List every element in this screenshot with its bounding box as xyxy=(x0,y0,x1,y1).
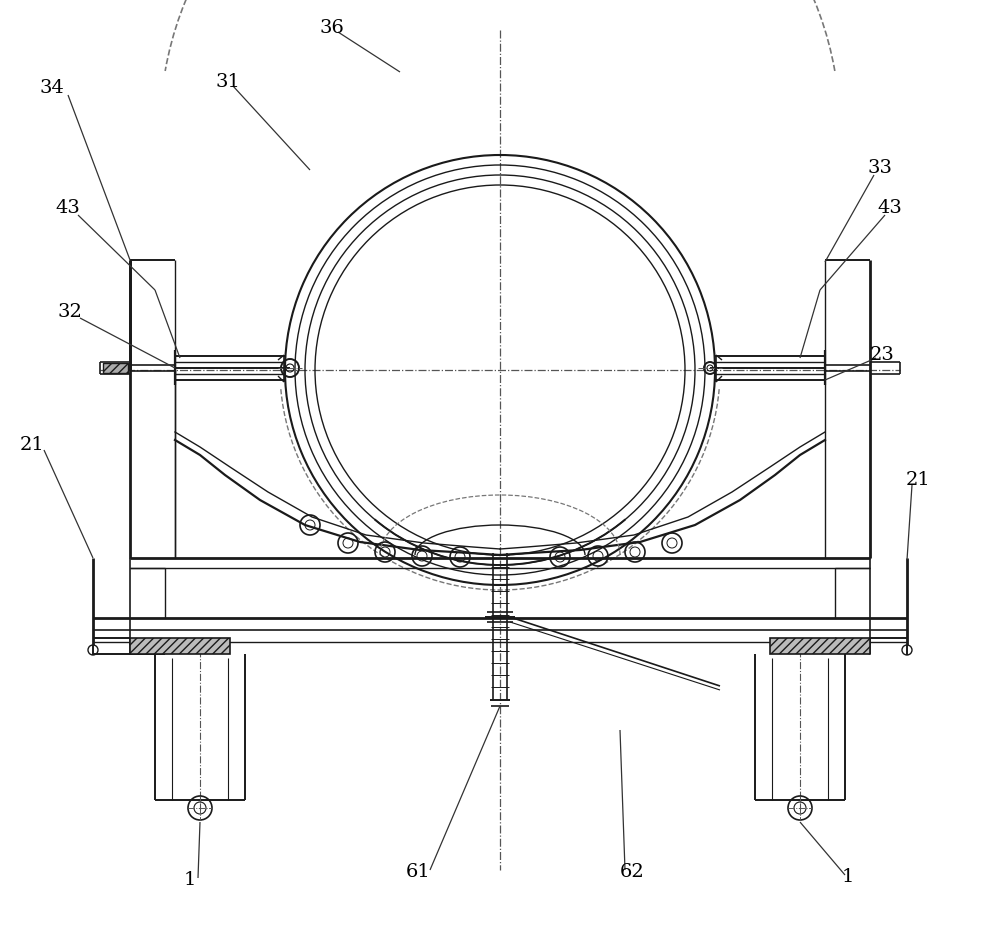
Text: 43: 43 xyxy=(56,199,80,217)
Bar xyxy=(770,638,870,654)
Text: 32: 32 xyxy=(58,303,82,321)
Text: 23: 23 xyxy=(870,346,894,364)
Text: 61: 61 xyxy=(406,863,430,881)
Text: 36: 36 xyxy=(320,19,344,37)
Text: 21: 21 xyxy=(20,436,44,454)
Text: 34: 34 xyxy=(40,79,64,97)
Text: 1: 1 xyxy=(184,871,196,889)
Text: 33: 33 xyxy=(868,159,893,177)
Text: 31: 31 xyxy=(216,73,240,91)
Text: 21: 21 xyxy=(906,471,930,489)
Text: 43: 43 xyxy=(878,199,902,217)
Bar xyxy=(103,363,128,373)
Bar xyxy=(130,638,230,654)
Text: 1: 1 xyxy=(842,868,854,886)
Text: 62: 62 xyxy=(620,863,644,881)
